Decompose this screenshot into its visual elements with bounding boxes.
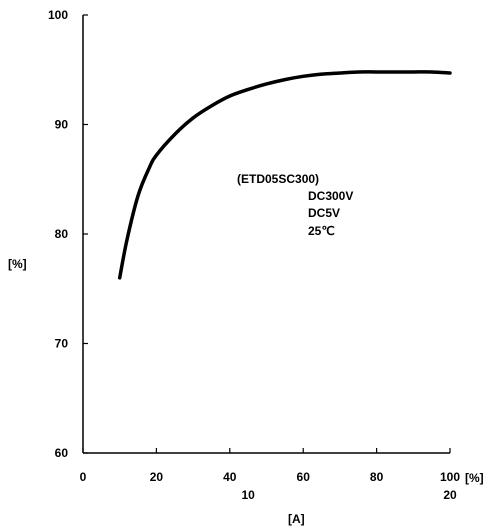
annotation-model: (ETD05SC300) bbox=[237, 172, 319, 186]
y-tick-label: 100 bbox=[48, 8, 68, 22]
annotation-output-voltage: DC5V bbox=[308, 206, 340, 220]
efficiency-curve bbox=[117, 70, 452, 280]
y-axis-ticks: 60 70 80 90 100 bbox=[48, 8, 88, 460]
annotation-block: (ETD05SC300) DC300V DC5V 25℃ bbox=[237, 172, 353, 238]
x-tick-label: 80 bbox=[370, 470, 384, 484]
annotation-temperature: 25℃ bbox=[308, 224, 335, 238]
y-tick-label: 90 bbox=[55, 118, 69, 132]
x-tick-label: 40 bbox=[223, 470, 237, 484]
x-axis-unit-label: [%] bbox=[465, 471, 484, 485]
annotation-input-voltage: DC300V bbox=[308, 189, 353, 203]
series-group bbox=[117, 70, 452, 280]
plot-axes bbox=[82, 15, 450, 454]
y-tick-label: 60 bbox=[55, 446, 69, 460]
x-tick-label: 60 bbox=[297, 470, 311, 484]
x-secondary-tick-label: 20 bbox=[443, 488, 457, 502]
x-tick-label: 20 bbox=[150, 470, 164, 484]
x-tick-label: 0 bbox=[80, 470, 87, 484]
x-axis-ticks: 0 20 40 60 80 100 bbox=[80, 448, 460, 484]
x-secondary-tick-label: 10 bbox=[241, 488, 255, 502]
x-tick-label: 100 bbox=[440, 470, 460, 484]
y-axis-unit-label: [%] bbox=[8, 257, 27, 271]
x-axis-secondary-ticks: 10 20 bbox=[241, 488, 457, 502]
y-tick-label: 80 bbox=[55, 227, 69, 241]
x-axis-secondary-unit-label: [A] bbox=[288, 512, 305, 526]
y-tick-label: 70 bbox=[55, 337, 69, 351]
